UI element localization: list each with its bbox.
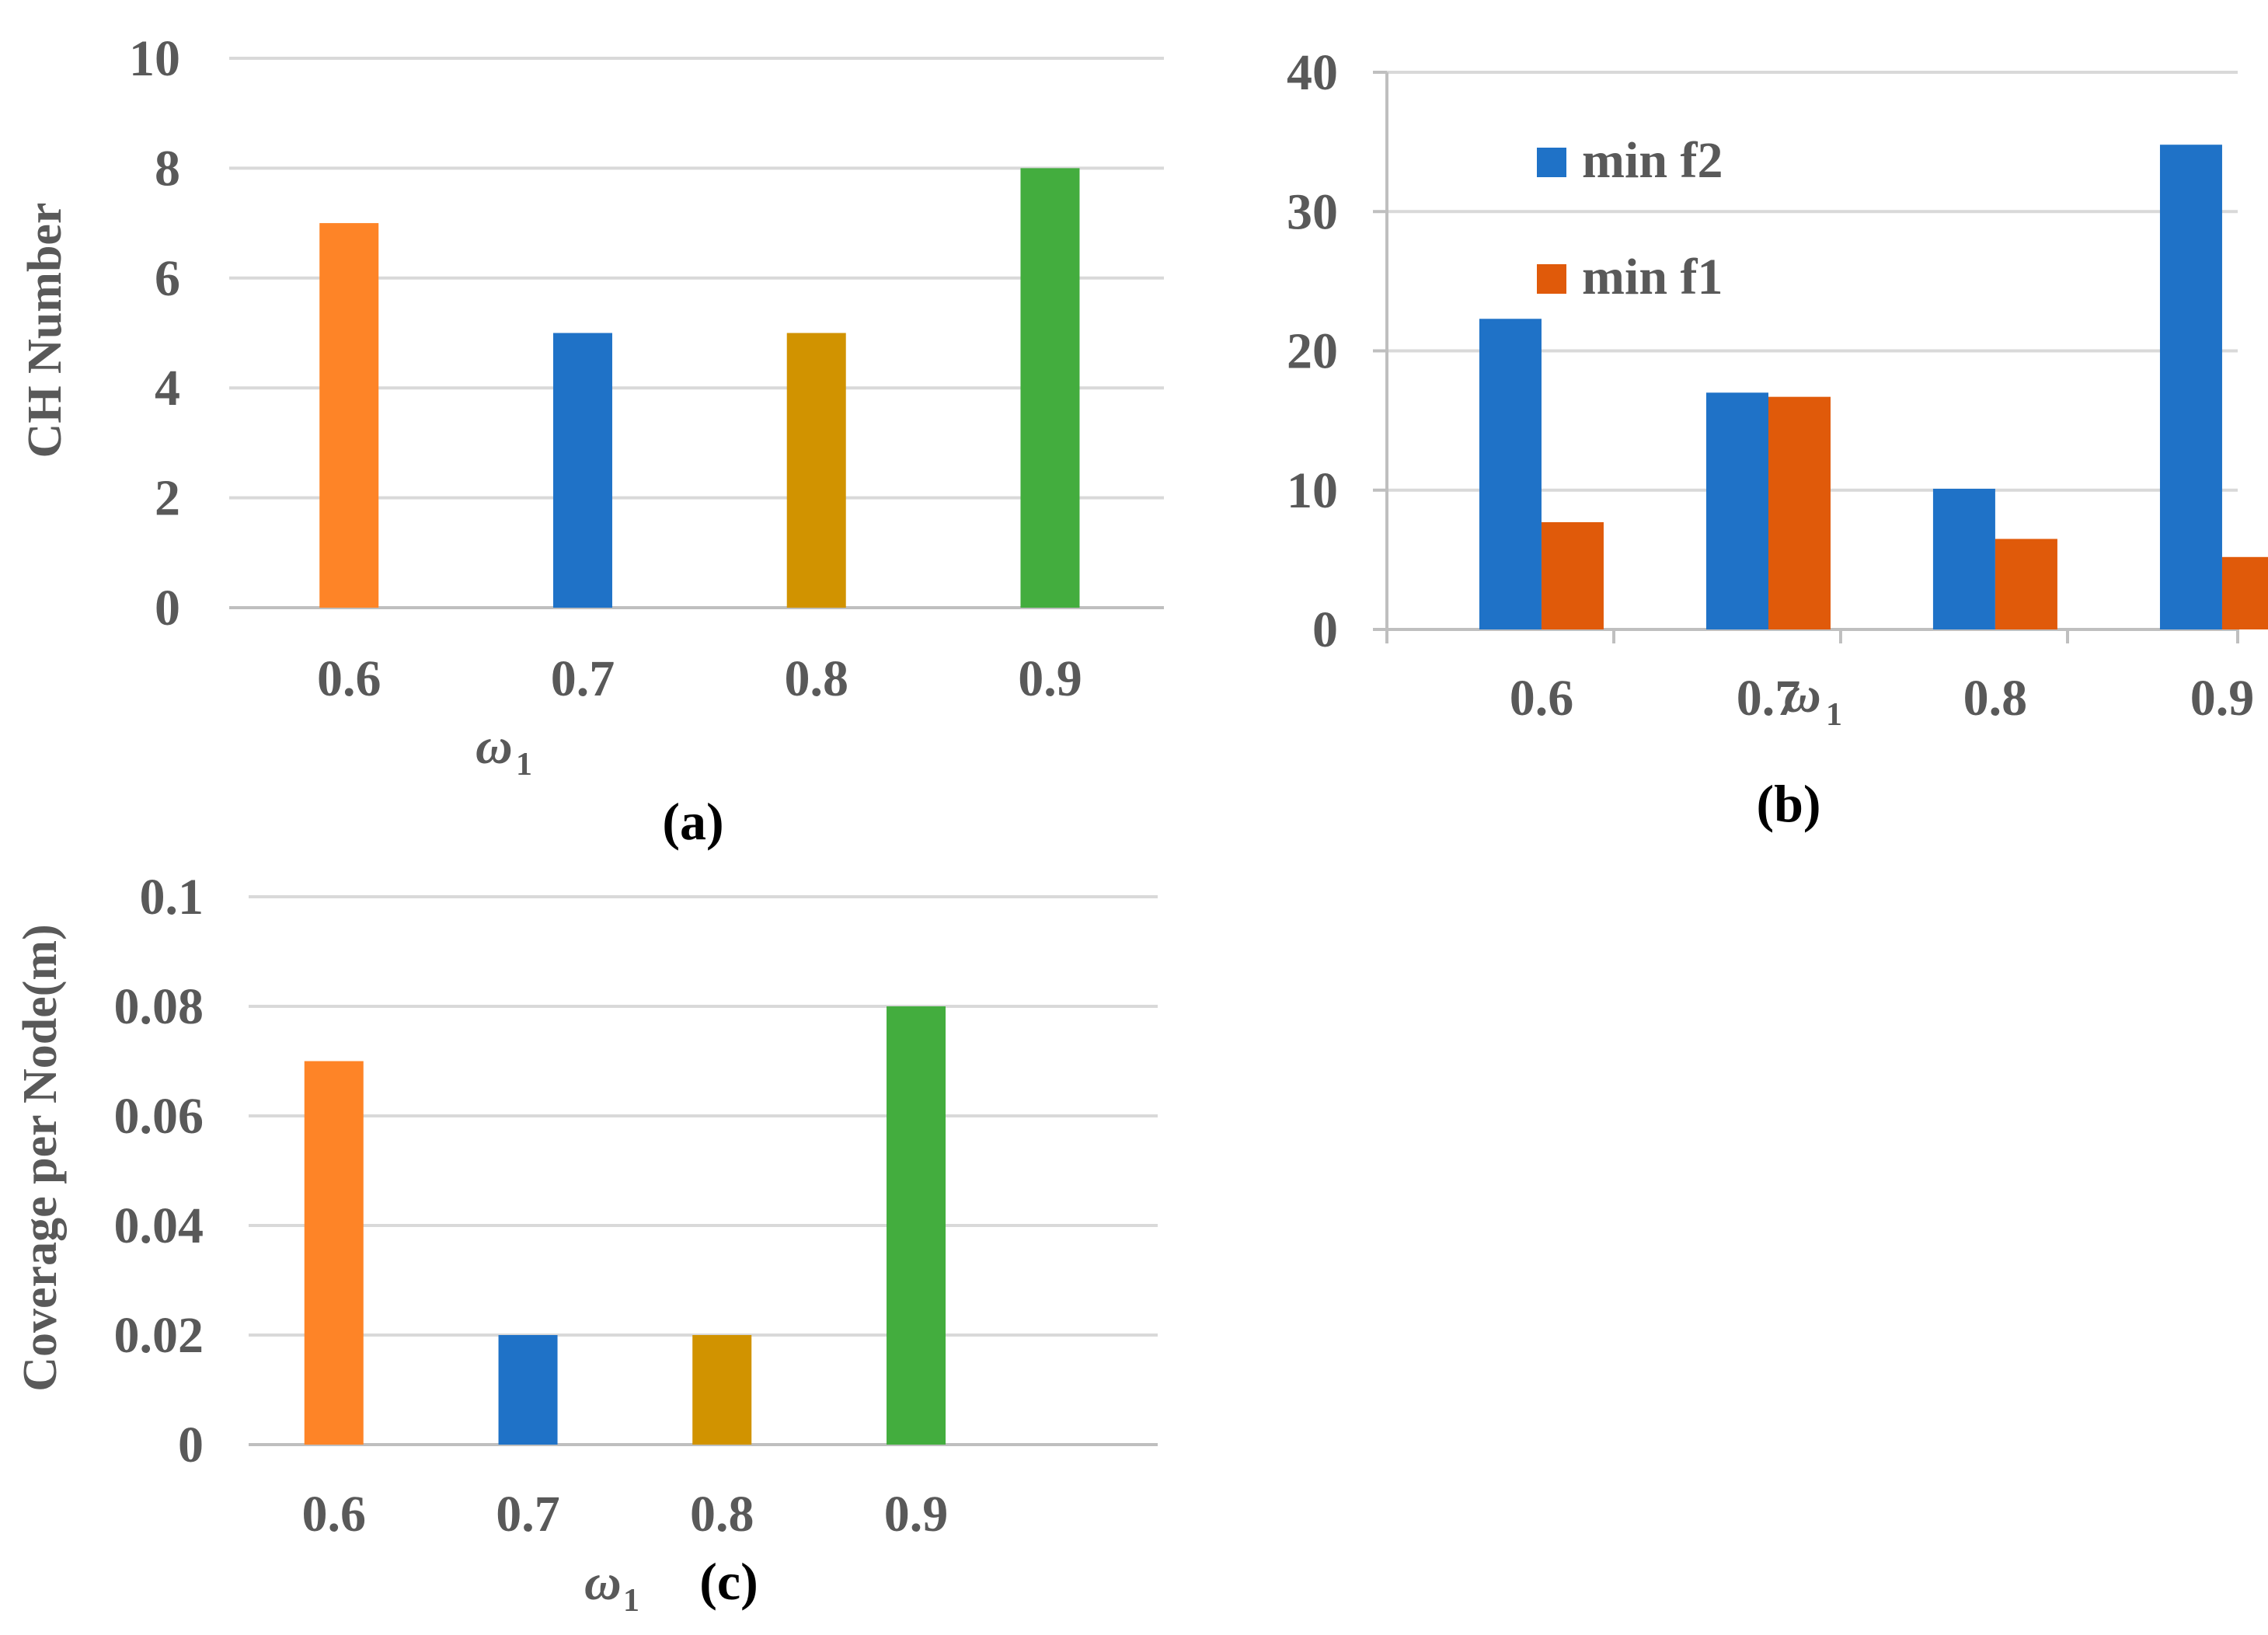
- panel-a-chart: 0 2 4 6 8 10 CH Number 0.6 0.7 0.8 0.9 ω 1 (a): [19, 30, 1164, 851]
- bar-0.8: [786, 333, 846, 608]
- x-tick-label: 0.9: [1018, 650, 1082, 707]
- x-tick-label: 0.8: [1963, 670, 2028, 727]
- bar-0.9: [887, 1006, 946, 1445]
- x-tick-label: 0.6: [317, 650, 381, 707]
- y-tick-label: 0.08: [114, 978, 204, 1035]
- y-tick-label: 8: [155, 140, 180, 197]
- x-axis-title-omega: ω: [584, 1554, 622, 1611]
- bar-min-f1-0.9: [2221, 556, 2268, 629]
- bar-min-f1-0.8: [1995, 539, 2057, 629]
- y-tick-label: 30: [1287, 183, 1338, 240]
- y-tick-label: 0.02: [114, 1307, 204, 1364]
- x-tick-label: 0.9: [884, 1486, 949, 1543]
- bar-min-f1-0.7: [1768, 396, 1831, 629]
- bar-0.7: [498, 1335, 558, 1445]
- y-tick-label: 10: [129, 30, 180, 87]
- x-axis-title-subscript: 1: [623, 1583, 639, 1619]
- x-axis-title-subscript: 1: [1826, 697, 1842, 733]
- y-tick-label: 0.1: [140, 869, 204, 926]
- y-axis-title: Coverage per Node(m): [14, 924, 67, 1391]
- x-tick-label: 0.8: [690, 1486, 754, 1543]
- x-tick-label: 0.7: [551, 650, 615, 707]
- y-tick-label: 0: [1312, 601, 1338, 658]
- y-tick-label: 0.04: [114, 1197, 204, 1254]
- bar-0.9: [1020, 168, 1080, 608]
- panel-c-chart: 0 0.02 0.04 0.06 0.08 0.1 Coverage per Node(m)…: [14, 869, 1158, 1619]
- y-tick-label: 10: [1287, 462, 1338, 519]
- legend-swatch-min-f2: [1537, 148, 1566, 177]
- legend-label: min f1: [1582, 249, 1723, 305]
- bar-min-f2-0.8: [1932, 488, 1995, 629]
- y-axis-title: CH Number: [19, 203, 71, 458]
- panel-label: (a): [662, 792, 723, 851]
- panel-label: (c): [699, 1552, 758, 1611]
- legend-swatch-min-f1: [1537, 264, 1566, 294]
- x-axis-title-subscript: 1: [516, 747, 532, 783]
- bar-min-f1-0.6: [1541, 521, 1604, 629]
- x-tick-label: 0.9: [2190, 670, 2255, 727]
- panel-b-chart: 0 10 20 30 40 0.6 0.7 0.8 0.9 ω 1 min f2 min f1 (b): [1287, 44, 2268, 833]
- bar-0.6: [304, 1061, 364, 1445]
- x-tick-label: 0.6: [301, 1486, 366, 1543]
- x-axis-title-omega: ω: [476, 718, 513, 775]
- bar-0.6: [319, 223, 379, 608]
- bar-min-f2-0.9: [2159, 145, 2222, 629]
- x-tick-label: 0.7: [1737, 670, 1801, 727]
- y-tick-label: 6: [155, 250, 180, 307]
- y-tick-label: 0.06: [114, 1088, 204, 1145]
- y-tick-label: 0: [178, 1417, 204, 1473]
- panel-label: (b): [1756, 774, 1820, 833]
- x-axis-title-omega: ω: [1784, 667, 1821, 723]
- bar-min-f2-0.6: [1479, 319, 1542, 629]
- y-tick-label: 20: [1287, 323, 1338, 380]
- x-tick-label: 0.6: [1510, 670, 1574, 727]
- legend-label: min f2: [1582, 132, 1723, 189]
- x-tick-label: 0.7: [496, 1486, 560, 1543]
- y-tick-label: 40: [1287, 44, 1338, 101]
- x-tick-label: 0.8: [784, 650, 848, 707]
- bar-min-f2-0.7: [1705, 392, 1768, 629]
- y-tick-label: 2: [155, 470, 180, 527]
- bar-0.7: [552, 333, 612, 608]
- bar-0.8: [692, 1335, 752, 1445]
- y-tick-label: 0: [155, 580, 180, 636]
- y-tick-label: 4: [155, 360, 180, 417]
